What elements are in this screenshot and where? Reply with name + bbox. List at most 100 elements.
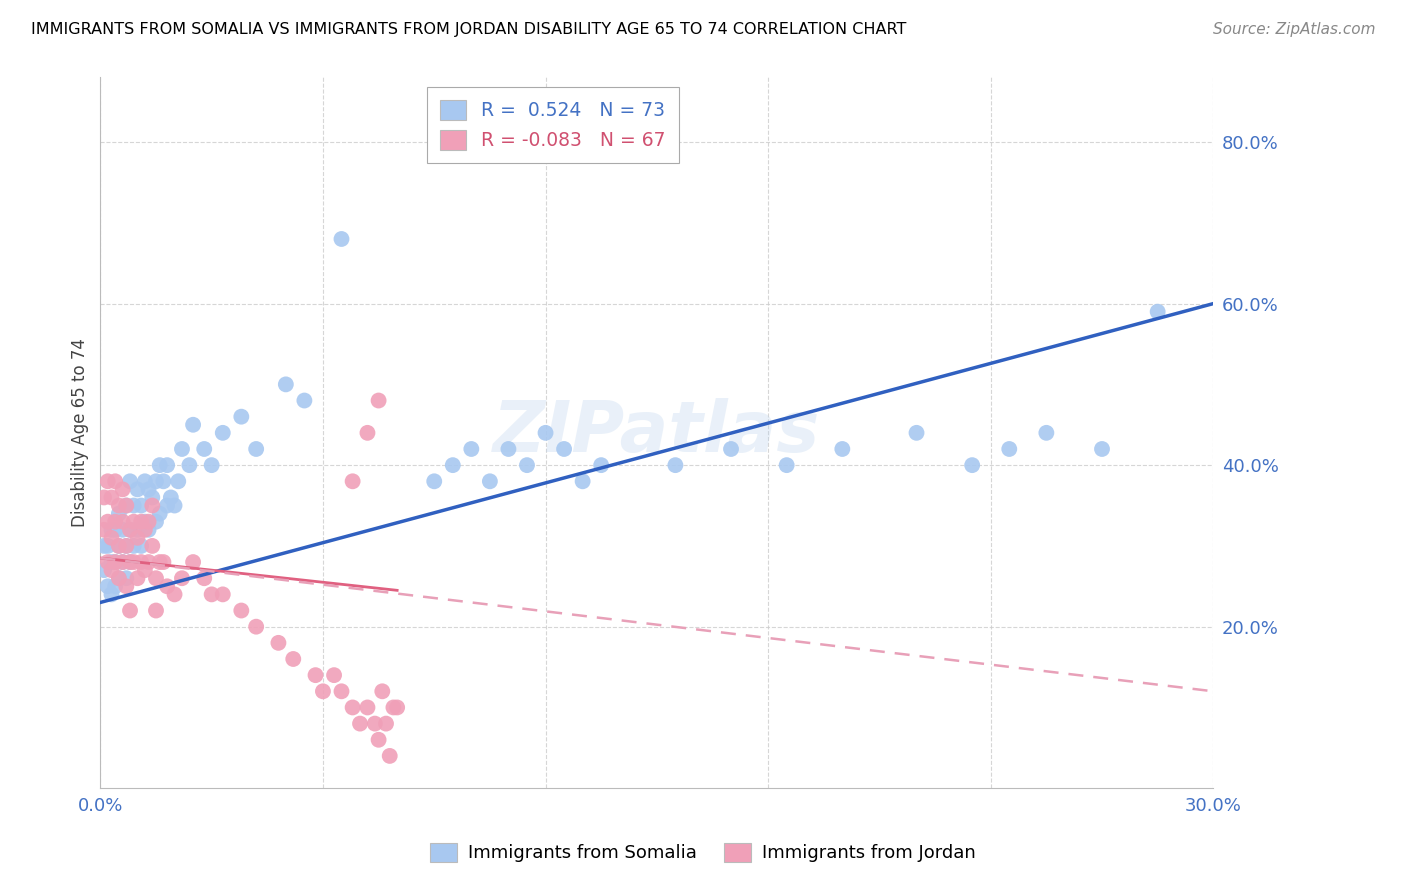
Point — [441, 458, 464, 472]
Point — [498, 442, 520, 456]
Point — [367, 732, 389, 747]
Point — [664, 458, 686, 472]
Point — [100, 531, 122, 545]
Point — [145, 603, 167, 617]
Point — [141, 491, 163, 505]
Point — [118, 555, 141, 569]
Point — [100, 523, 122, 537]
Point — [141, 539, 163, 553]
Point — [156, 499, 179, 513]
Point — [104, 523, 127, 537]
Point — [460, 442, 482, 456]
Point — [181, 555, 204, 569]
Point — [167, 475, 190, 489]
Point — [111, 483, 134, 497]
Point — [349, 716, 371, 731]
Point — [170, 442, 193, 456]
Point — [93, 563, 115, 577]
Text: ZIPatlas: ZIPatlas — [494, 399, 821, 467]
Point — [93, 523, 115, 537]
Point — [149, 555, 172, 569]
Point — [720, 442, 742, 456]
Point — [905, 425, 928, 440]
Point — [127, 571, 149, 585]
Point — [115, 499, 138, 513]
Point — [141, 499, 163, 513]
Point — [201, 587, 224, 601]
Point — [115, 579, 138, 593]
Point — [104, 475, 127, 489]
Point — [129, 515, 152, 529]
Point — [382, 700, 405, 714]
Point — [304, 668, 326, 682]
Point — [122, 539, 145, 553]
Point — [104, 515, 127, 529]
Point — [145, 475, 167, 489]
Point — [330, 684, 353, 698]
Point — [129, 555, 152, 569]
Point — [104, 555, 127, 569]
Point — [100, 587, 122, 601]
Point — [211, 587, 233, 601]
Point — [108, 507, 131, 521]
Point — [553, 442, 575, 456]
Point — [118, 555, 141, 569]
Point — [776, 458, 799, 472]
Point — [97, 475, 120, 489]
Point — [115, 539, 138, 553]
Point — [371, 684, 394, 698]
Point — [534, 425, 557, 440]
Point — [108, 499, 131, 513]
Point — [111, 515, 134, 529]
Point — [149, 458, 172, 472]
Point — [127, 531, 149, 545]
Point — [122, 515, 145, 529]
Point — [156, 579, 179, 593]
Point — [330, 232, 353, 246]
Point — [138, 483, 160, 497]
Point — [118, 475, 141, 489]
Point — [97, 579, 120, 593]
Point — [108, 539, 131, 553]
Point — [193, 442, 215, 456]
Point — [145, 515, 167, 529]
Point — [134, 515, 156, 529]
Point — [367, 393, 389, 408]
Point — [283, 652, 305, 666]
Point — [134, 475, 156, 489]
Point — [356, 700, 378, 714]
Point — [356, 425, 378, 440]
Point — [108, 571, 131, 585]
Point — [1091, 442, 1114, 456]
Point — [104, 579, 127, 593]
Point — [134, 523, 156, 537]
Point — [118, 523, 141, 537]
Point — [385, 700, 408, 714]
Point — [193, 571, 215, 585]
Legend: R =  0.524   N = 73, R = -0.083   N = 67: R = 0.524 N = 73, R = -0.083 N = 67 — [427, 87, 679, 163]
Point — [122, 555, 145, 569]
Point — [111, 523, 134, 537]
Point — [211, 425, 233, 440]
Point — [292, 393, 315, 408]
Point — [267, 636, 290, 650]
Point — [111, 555, 134, 569]
Point — [375, 716, 398, 731]
Point — [423, 475, 446, 489]
Point — [145, 571, 167, 585]
Point — [138, 555, 160, 569]
Point — [118, 523, 141, 537]
Point — [100, 563, 122, 577]
Text: IMMIGRANTS FROM SOMALIA VS IMMIGRANTS FROM JORDAN DISABILITY AGE 65 TO 74 CORREL: IMMIGRANTS FROM SOMALIA VS IMMIGRANTS FR… — [31, 22, 907, 37]
Point — [152, 475, 174, 489]
Point — [245, 620, 267, 634]
Point — [312, 684, 335, 698]
Point — [160, 491, 183, 505]
Y-axis label: Disability Age 65 to 74: Disability Age 65 to 74 — [72, 338, 89, 527]
Point — [93, 539, 115, 553]
Point — [342, 700, 364, 714]
Point — [163, 587, 186, 601]
Point — [100, 555, 122, 569]
Point — [138, 515, 160, 529]
Point — [998, 442, 1021, 456]
